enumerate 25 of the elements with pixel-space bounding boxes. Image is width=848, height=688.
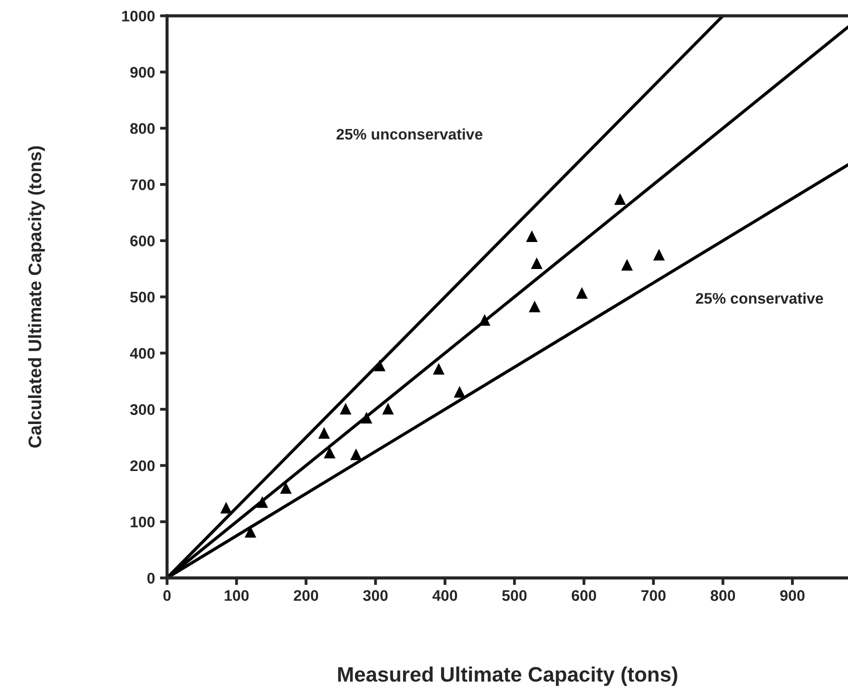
y-tick-label: 600: [130, 236, 155, 246]
y-tick-label: 100: [130, 516, 155, 528]
x-tick-label: 600: [572, 590, 596, 601]
x-tick-label: 700: [641, 590, 666, 601]
y-axis-title: Calculated Ultimate Capacity (tons): [28, 146, 45, 448]
x-tick-label: 400: [432, 590, 458, 601]
y-tick-label: 700: [130, 179, 155, 190]
x-axis-title: Measured Ultimate Capacity (tons): [338, 666, 678, 686]
x-tick-label: 100: [224, 590, 249, 601]
x-tick-label: 500: [502, 590, 527, 601]
x-tick-label: 800: [710, 590, 736, 601]
y-tick-label: 0: [147, 572, 155, 584]
y-tick-label: 400: [130, 348, 155, 359]
annotation: 25% conservative: [696, 292, 824, 304]
y-tick-label: 200: [130, 460, 155, 472]
x-tick-label: 200: [294, 590, 318, 601]
y-tick-label: 800: [130, 123, 155, 134]
y-tick-label: 300: [130, 404, 155, 415]
y-tick-label: 500: [130, 292, 155, 303]
x-tick-label: 0: [163, 590, 171, 601]
x-tick-label: 900: [780, 590, 805, 601]
x-tick-label: 300: [363, 590, 388, 601]
y-tick-label: 900: [130, 66, 155, 78]
y-tick-label: 1000: [122, 10, 155, 22]
annotation: 25% unconservative: [336, 128, 482, 140]
